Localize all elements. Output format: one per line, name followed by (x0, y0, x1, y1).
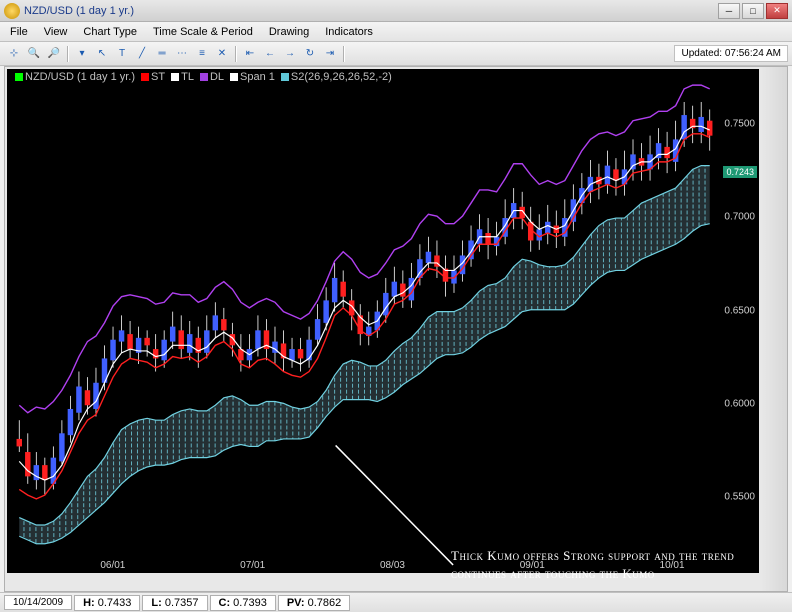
toolbar-separator (235, 46, 237, 62)
window-buttons: ─ □ ✕ (718, 3, 788, 19)
legend-item: NZD/USD (1 day 1 yr.) (15, 71, 135, 83)
tool-hline-icon[interactable]: ═ (153, 45, 171, 63)
x-tick-label: 09/01 (520, 560, 545, 571)
window-title: NZD/USD (1 day 1 yr.) (24, 5, 134, 17)
legend-item: Span 1 (230, 71, 275, 83)
annotation-text: Thick Kumo offers Strong support and the… (451, 547, 741, 583)
menubar: FileViewChart TypeTime Scale & PeriodDra… (0, 22, 792, 42)
tool-zoomin-icon[interactable]: 🔍 (25, 45, 43, 63)
status-low-value: 0.7357 (165, 597, 199, 609)
menu-item[interactable]: Indicators (319, 24, 379, 40)
tool-dots-icon[interactable]: ⋯ (173, 45, 191, 63)
menu-item[interactable]: Time Scale & Period (147, 24, 259, 40)
app-icon (4, 3, 20, 19)
status-date: 10/14/2009 (4, 595, 72, 610)
tool-pointer-icon[interactable]: ↖ (93, 45, 111, 63)
current-price-badge: 0.7243 (723, 166, 757, 178)
y-tick-label: 0.5500 (724, 492, 755, 503)
x-tick-label: 06/01 (100, 560, 125, 571)
tool-zoomout-icon[interactable]: 🔎 (45, 45, 63, 63)
statusbar: 10/14/2009 H: 0.7433 L: 0.7357 C: 0.7393… (0, 592, 792, 612)
tool-fib-icon[interactable]: ≡ (193, 45, 211, 63)
menu-item[interactable]: File (4, 24, 34, 40)
legend-item: ST (141, 71, 165, 83)
status-high: H: 0.7433 (74, 595, 140, 611)
x-tick-label: 10/01 (660, 560, 685, 571)
tool-crosshair-icon[interactable]: ⊹ (5, 45, 23, 63)
tool-refresh-icon[interactable]: ↻ (301, 45, 319, 63)
status-low: L: 0.7357 (142, 595, 207, 611)
tool-prev-icon[interactable]: ← (261, 45, 279, 63)
status-high-value: 0.7433 (98, 597, 132, 609)
chart-legend: NZD/USD (1 day 1 yr.) ST TL DL Span 1 S2(26,9… (15, 71, 392, 83)
maximize-button[interactable]: □ (742, 3, 764, 19)
x-tick-label: 08/03 (380, 560, 405, 571)
toolbar: ⊹ 🔍 🔎 ▾ ↖ T ╱ ═ ⋯ ≡ ✕ ⇤ ← → ↻ ⇥ Updated:… (0, 42, 792, 66)
menu-item[interactable]: Drawing (263, 24, 315, 40)
right-scrollbar[interactable] (761, 67, 787, 591)
status-pv: PV: 0.7862 (278, 595, 350, 611)
legend-item: S2(26,9,26,26,52,-2) (281, 71, 392, 83)
x-tick-label: 07/01 (240, 560, 265, 571)
toolbar-separator (343, 46, 345, 62)
legend-item: TL (171, 71, 194, 83)
price-chart (15, 87, 714, 555)
chart-canvas[interactable]: NZD/USD (1 day 1 yr.) ST TL DL Span 1 S2(26,9… (7, 69, 759, 573)
status-close: C: 0.7393 (210, 595, 276, 611)
tool-next-icon[interactable]: → (281, 45, 299, 63)
close-button[interactable]: ✕ (766, 3, 788, 19)
y-tick-label: 0.7000 (724, 212, 755, 223)
toolbar-separator (67, 46, 69, 62)
menu-item[interactable]: Chart Type (77, 24, 143, 40)
menu-item[interactable]: View (38, 24, 74, 40)
tool-x-icon[interactable]: ✕ (213, 45, 231, 63)
updated-label: Updated: 07:56:24 AM (674, 45, 788, 62)
legend-item: DL (200, 71, 224, 83)
tool-text-icon[interactable]: T (113, 45, 131, 63)
tool-first-icon[interactable]: ⇤ (241, 45, 259, 63)
titlebar: NZD/USD (1 day 1 yr.) ─ □ ✕ (0, 0, 792, 22)
tool-last-icon[interactable]: ⇥ (321, 45, 339, 63)
y-axis: 0.5500 0.6000 0.6500 0.7000 0.7500 0.7243 (714, 87, 759, 553)
y-tick-label: 0.6000 (724, 398, 755, 409)
y-tick-label: 0.7500 (724, 119, 755, 130)
tool-line-icon[interactable]: ╱ (133, 45, 151, 63)
chart-panel: NZD/USD (1 day 1 yr.) ST TL DL Span 1 S2(26,9… (4, 66, 788, 592)
status-pv-value: 0.7862 (308, 597, 342, 609)
status-close-value: 0.7393 (233, 597, 267, 609)
minimize-button[interactable]: ─ (718, 3, 740, 19)
y-tick-label: 0.6500 (724, 305, 755, 316)
tool-down-icon[interactable]: ▾ (73, 45, 91, 63)
